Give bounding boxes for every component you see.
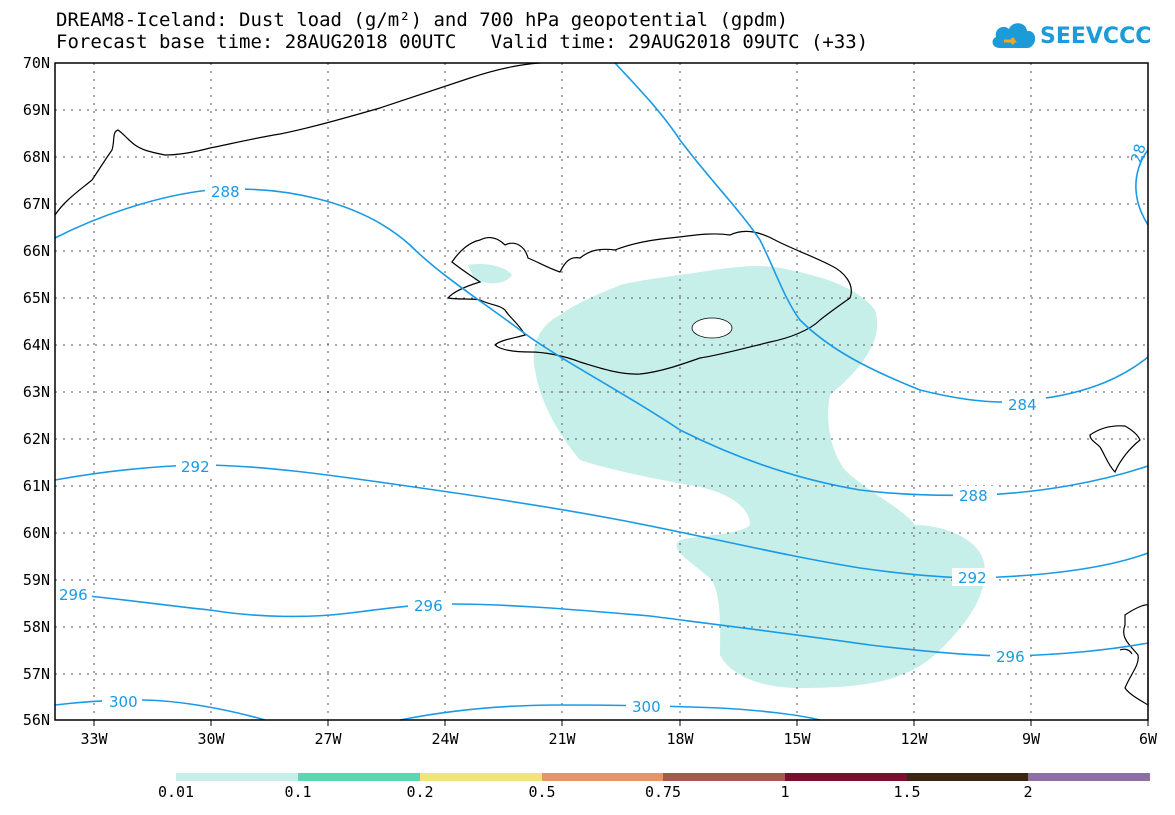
iceland-coast bbox=[446, 230, 852, 375]
lat-label: 60N bbox=[22, 524, 50, 542]
contour-label: 296 bbox=[59, 586, 88, 604]
colorbar-label: 1 bbox=[780, 783, 790, 801]
contour-label: 296 bbox=[996, 648, 1025, 666]
lat-label: 64N bbox=[22, 336, 50, 354]
lon-label: 15W bbox=[783, 730, 811, 748]
axis-ticks bbox=[93, 720, 1149, 726]
dust-area bbox=[533, 266, 985, 688]
colorbar-swatch bbox=[663, 773, 785, 781]
colorbar-swatch bbox=[542, 773, 663, 781]
dust-area bbox=[468, 264, 512, 284]
logo-text: SEEVCCC bbox=[1040, 24, 1152, 49]
colorbar-swatch bbox=[907, 773, 1028, 781]
dust-gap bbox=[691, 317, 733, 339]
lat-label: 58N bbox=[22, 618, 50, 636]
contour-296 bbox=[54, 592, 1149, 657]
colorbar-label: 0.5 bbox=[528, 783, 556, 801]
colorbar-swatch bbox=[420, 773, 542, 781]
lat-label: 57N bbox=[22, 665, 50, 683]
contour-label: 296 bbox=[414, 597, 443, 615]
lat-label: 63N bbox=[22, 383, 50, 401]
colorbar-swatch bbox=[1028, 773, 1150, 781]
contour-label: 288 bbox=[211, 183, 240, 201]
lat-label: 66N bbox=[22, 242, 50, 260]
seevccc-logo: SEEVCCC bbox=[990, 18, 1152, 58]
contour-label: 284 bbox=[1008, 396, 1037, 414]
contour-28x-east bbox=[1135, 149, 1149, 226]
contour-label: 300 bbox=[109, 693, 138, 711]
lon-label: 30W bbox=[197, 730, 225, 748]
lat-label: 69N bbox=[22, 101, 50, 119]
colorbar-label: 0.1 bbox=[284, 783, 312, 801]
lon-label: 18W bbox=[666, 730, 694, 748]
greenland-coast bbox=[54, 62, 541, 216]
colorbar-label: 0.01 bbox=[157, 783, 195, 801]
colorbar-label: 2 bbox=[1023, 783, 1033, 801]
lon-label: 12W bbox=[900, 730, 928, 748]
colorbar-label: 0.75 bbox=[644, 783, 682, 801]
lon-label: 6W bbox=[1138, 730, 1158, 748]
cloud-icon bbox=[992, 23, 1036, 48]
colorbar bbox=[176, 773, 1150, 781]
coastlines bbox=[54, 62, 1149, 707]
faroe-islands-coast bbox=[1089, 425, 1141, 474]
lat-label: 61N bbox=[22, 477, 50, 495]
lat-label: 70N bbox=[22, 54, 50, 72]
contour-292 bbox=[54, 464, 1149, 579]
colorbar-label: 0.2 bbox=[406, 783, 434, 801]
contour-label: 292 bbox=[181, 458, 210, 476]
colorbar-swatch bbox=[176, 773, 298, 781]
lon-label: 33W bbox=[80, 730, 108, 748]
lat-label: 56N bbox=[22, 711, 50, 729]
lon-label: 27W bbox=[314, 730, 342, 748]
lon-label: 9W bbox=[1021, 730, 1041, 748]
contour-300-west bbox=[54, 699, 266, 721]
lat-label: 62N bbox=[22, 430, 50, 448]
contour-labels: 288 292 296 300 296 292 288 284 300 28 2… bbox=[52, 142, 1150, 716]
colorbar-swatch bbox=[785, 773, 907, 781]
lat-label: 65N bbox=[22, 289, 50, 307]
map-subtitle: Forecast base time: 28AUG2018 00UTC Vali… bbox=[56, 31, 869, 53]
scotland-coast bbox=[1119, 648, 1133, 655]
contour-label: 288 bbox=[959, 487, 988, 505]
colorbar-swatch bbox=[298, 773, 420, 781]
lat-label: 68N bbox=[22, 148, 50, 166]
colorbar-label: 1.5 bbox=[893, 783, 921, 801]
map-frame bbox=[54, 62, 1149, 721]
contour-300-middle bbox=[399, 704, 821, 721]
lon-label: 24W bbox=[431, 730, 459, 748]
contour-label: 300 bbox=[632, 698, 661, 716]
grid-lines bbox=[55, 63, 1148, 720]
contour-label: 292 bbox=[958, 569, 987, 587]
lat-label: 67N bbox=[22, 195, 50, 213]
map-title: DREAM8-Iceland: Dust load (g/m²) and 700… bbox=[56, 9, 789, 31]
contour-label: 28 bbox=[1127, 142, 1149, 165]
lat-label: 59N bbox=[22, 571, 50, 589]
scotland-coast bbox=[1123, 604, 1149, 707]
lon-label: 21W bbox=[548, 730, 576, 748]
